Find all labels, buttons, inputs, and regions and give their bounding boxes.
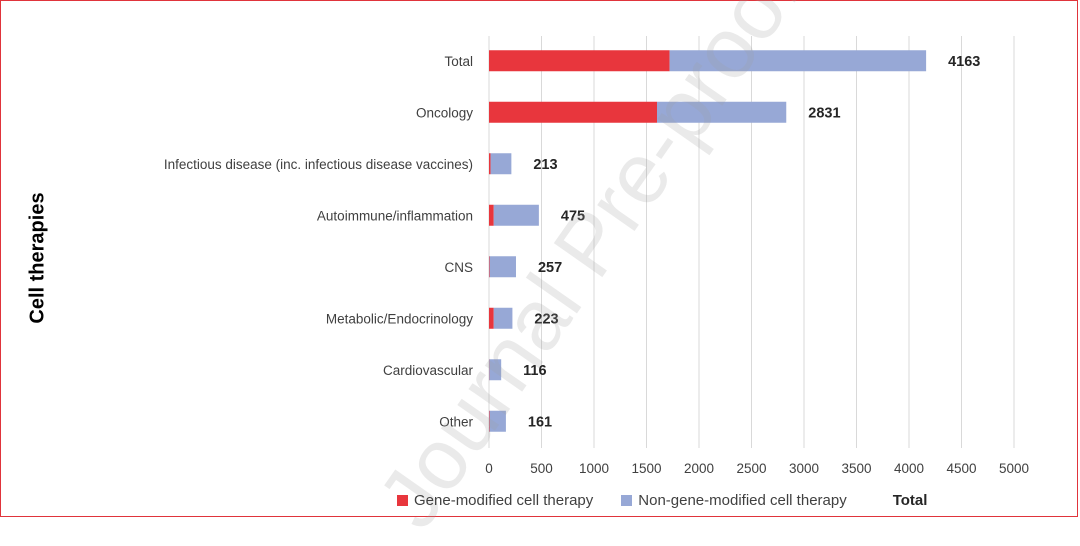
legend-total-label: Total (893, 492, 928, 509)
legend: Gene-modified cell therapy Non-gene-modi… (397, 492, 927, 509)
category-labels: Total Oncology Infectious disease (inc. in… (164, 54, 474, 430)
x-tick-label: 3000 (789, 461, 819, 476)
category-label: Total (444, 54, 473, 69)
bar-gene-modified (489, 50, 670, 71)
category-label: CNS (444, 260, 473, 275)
legend-label-non-gene-modified: Non-gene-modified cell therapy (638, 492, 846, 509)
x-tick-label: 500 (530, 461, 553, 476)
bar-non-gene-modified (489, 359, 501, 380)
category-label: Autoimmune/inflammation (317, 208, 473, 223)
total-value-label: 223 (534, 311, 558, 327)
category-label: Cardiovascular (383, 363, 474, 378)
total-value-label: 161 (528, 414, 552, 430)
legend-swatch-non-gene-modified (621, 495, 632, 506)
legend-swatch-gene-modified (397, 495, 408, 506)
x-tick-label: 0 (485, 461, 493, 476)
total-value-label: 4163 (948, 54, 980, 70)
total-value-label: 2831 (808, 105, 840, 121)
legend-label-gene-modified: Gene-modified cell therapy (414, 492, 593, 509)
total-value-label: 116 (523, 363, 546, 379)
x-tick-label: 1500 (631, 461, 661, 476)
bar-gene-modified (489, 308, 494, 329)
bar-non-gene-modified (494, 308, 513, 329)
bar-gene-modified (489, 102, 657, 123)
category-label: Metabolic/Endocrinology (326, 311, 473, 326)
bar-gene-modified (489, 153, 491, 174)
bar-non-gene-modified (490, 411, 506, 432)
x-tick-label: 2500 (736, 461, 766, 476)
category-label: Other (439, 414, 473, 429)
legend-item-gene-modified: Gene-modified cell therapy (397, 492, 593, 509)
category-label: Infectious disease (inc. infectious dise… (164, 157, 473, 172)
total-value-label: 213 (533, 157, 557, 173)
bar-non-gene-modified (491, 153, 512, 174)
bars (489, 50, 926, 432)
x-tick-label: 3500 (841, 461, 871, 476)
grid-lines (489, 36, 1014, 448)
bar-non-gene-modified (494, 205, 539, 226)
x-tick-label: 2000 (684, 461, 714, 476)
bar-non-gene-modified (670, 50, 927, 71)
total-value-label: 475 (561, 208, 585, 224)
x-tick-label: 4500 (946, 461, 976, 476)
x-tick-labels: 0 500 1000 1500 2000 2500 3000 3500 4000 4500 5000 (485, 461, 1029, 476)
x-tick-label: 1000 (579, 461, 609, 476)
x-tick-label: 5000 (999, 461, 1029, 476)
category-label: Oncology (416, 105, 473, 120)
bar-chart: Total Oncology Infectious disease (inc. in… (0, 0, 1080, 519)
bar-gene-modified (489, 256, 490, 277)
bar-non-gene-modified (490, 256, 516, 277)
legend-item-non-gene-modified: Non-gene-modified cell therapy (621, 492, 846, 509)
total-value-label: 257 (538, 260, 562, 276)
x-tick-label: 4000 (894, 461, 924, 476)
bar-non-gene-modified (657, 102, 786, 123)
bar-gene-modified (489, 205, 494, 226)
bar-gene-modified (489, 411, 490, 432)
